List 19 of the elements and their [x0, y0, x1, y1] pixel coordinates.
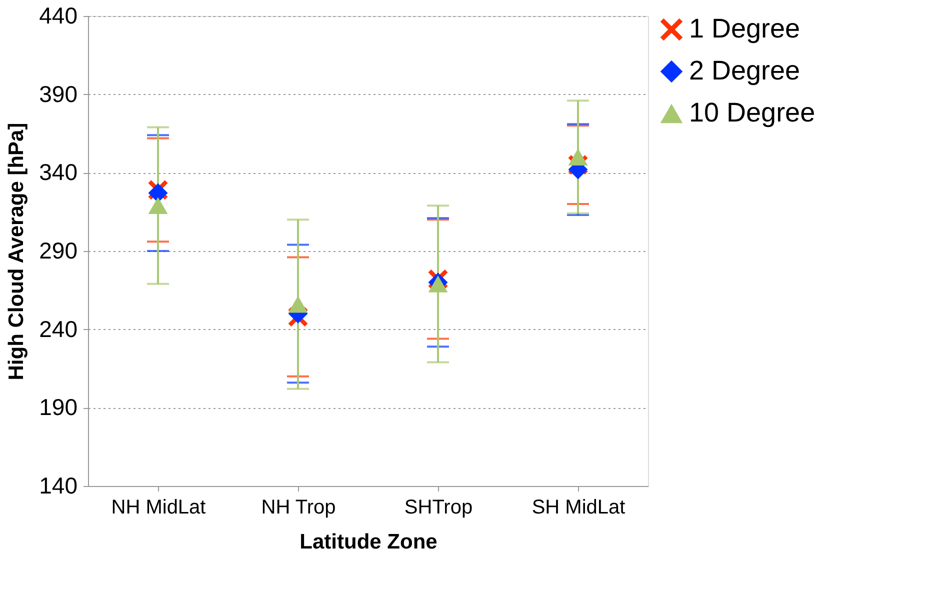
legend-label: 1 Degree: [689, 14, 800, 44]
legend-label: 10 Degree: [689, 98, 816, 128]
point: [148, 197, 168, 214]
y-tick-label: 390: [39, 80, 78, 107]
y-tick-label: 290: [39, 238, 78, 264]
point: [288, 296, 308, 313]
point: [568, 148, 588, 166]
y-tick-label: 440: [39, 2, 78, 28]
legend-label: 2 Degree: [689, 56, 800, 86]
x-tick-label: SHTrop: [404, 496, 473, 518]
y-tick-label: 240: [39, 316, 78, 342]
x-tick-label: SH MidLat: [532, 496, 626, 518]
y-tick-label: 190: [39, 394, 78, 420]
y-tick-label: 140: [39, 472, 78, 498]
x-tick-label: NH Trop: [261, 496, 336, 518]
y-axis-title: High Cloud Average [hPa]: [5, 122, 28, 380]
y-tick-label: 340: [39, 159, 78, 186]
x-axis-title: Latitude Zone: [300, 530, 438, 554]
x-tick-label: NH MidLat: [111, 496, 206, 518]
